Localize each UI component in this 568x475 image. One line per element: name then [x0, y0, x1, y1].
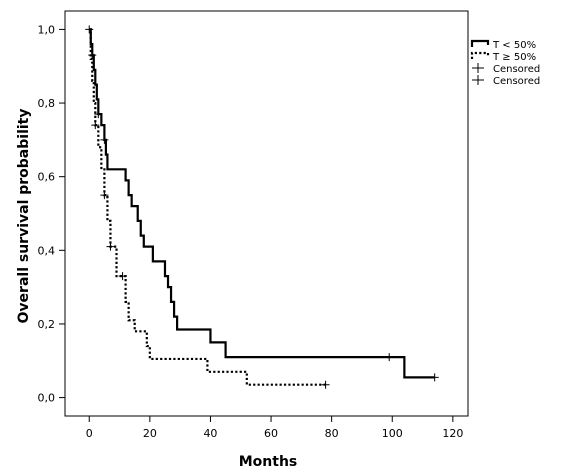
censor-mark: [100, 191, 109, 200]
censor-mark: [91, 121, 100, 130]
x-tick-label: 20: [143, 427, 157, 440]
legend-item: Censored: [472, 75, 540, 87]
x-tick-label: 120: [442, 427, 463, 440]
x-tick-label: 60: [264, 427, 278, 440]
censor-mark: [321, 380, 330, 389]
censor-mark: [118, 272, 127, 281]
x-tick-label: 0: [86, 427, 93, 440]
legend-item: T < 50%: [470, 39, 536, 51]
plot-area-frame: [64, 10, 469, 417]
legend-label: T < 50%: [492, 40, 536, 51]
censor-mark: [106, 242, 115, 251]
y-tick-label: 1,0: [38, 23, 56, 36]
y-tick-label: 0,0: [38, 392, 56, 405]
x-tick-label: 40: [203, 427, 217, 440]
y-tick-label: 0,4: [38, 244, 56, 257]
survival-curve-dotted: [89, 28, 326, 386]
legend-item: Censored: [472, 63, 540, 75]
legend-label: Censored: [493, 76, 540, 87]
y-tick-label: 0,6: [38, 171, 56, 184]
censor-mark: [94, 110, 103, 119]
legend-swatch-solid: [470, 39, 490, 47]
censor-mark: [100, 135, 109, 144]
legend-item: T ≥ 50%: [470, 51, 536, 63]
x-axis-title: Months: [239, 454, 298, 470]
x-tick-label: 80: [325, 427, 339, 440]
x-tick-label: 100: [382, 427, 403, 440]
survival-curve-solid: [89, 28, 435, 379]
y-axis-title: Overall survival probability: [16, 109, 32, 324]
censor-mark: [430, 373, 439, 382]
y-tick-label: 0,2: [38, 318, 56, 331]
axis-ticks: 0 20 40 60 80 100 120 0,0 0,2 0,4 0,6 0,8 1,0: [38, 23, 464, 440]
legend-swatch-censored: [472, 75, 484, 85]
y-tick-label: 0,8: [38, 97, 56, 110]
censor-mark: [385, 353, 394, 362]
survival-curves: [89, 28, 435, 386]
legend-swatch-dotted: [470, 51, 490, 59]
censor-mark: [85, 25, 94, 34]
legend-label: T ≥ 50%: [492, 52, 536, 63]
censor-mark: [88, 51, 97, 60]
legend-label: Censored: [493, 64, 540, 75]
legend-swatch-censored: [472, 63, 484, 73]
censor-marks: [85, 25, 439, 389]
